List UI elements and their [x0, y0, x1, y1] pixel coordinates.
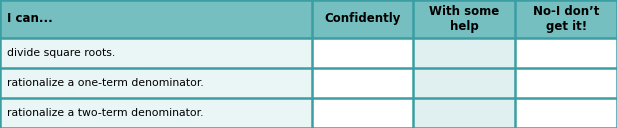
- Bar: [515, 98, 617, 128]
- Bar: [413, 0, 515, 38]
- Bar: [312, 0, 413, 38]
- Bar: [312, 38, 413, 68]
- Text: rationalize a two-term denominator.: rationalize a two-term denominator.: [7, 108, 204, 118]
- Text: Confidently: Confidently: [325, 12, 400, 25]
- Text: divide square roots.: divide square roots.: [7, 48, 115, 58]
- Bar: [0, 68, 312, 98]
- Bar: [0, 38, 312, 68]
- Bar: [0, 98, 312, 128]
- Bar: [515, 0, 617, 38]
- Bar: [515, 38, 617, 68]
- Text: rationalize a one-term denominator.: rationalize a one-term denominator.: [7, 78, 204, 88]
- Text: I can...: I can...: [7, 12, 53, 25]
- Bar: [312, 98, 413, 128]
- Bar: [0, 0, 312, 38]
- Text: No-I don’t
get it!: No-I don’t get it!: [533, 5, 599, 33]
- Bar: [312, 68, 413, 98]
- Bar: [413, 68, 515, 98]
- Bar: [515, 68, 617, 98]
- Bar: [413, 98, 515, 128]
- Text: With some
help: With some help: [429, 5, 499, 33]
- Bar: [413, 38, 515, 68]
